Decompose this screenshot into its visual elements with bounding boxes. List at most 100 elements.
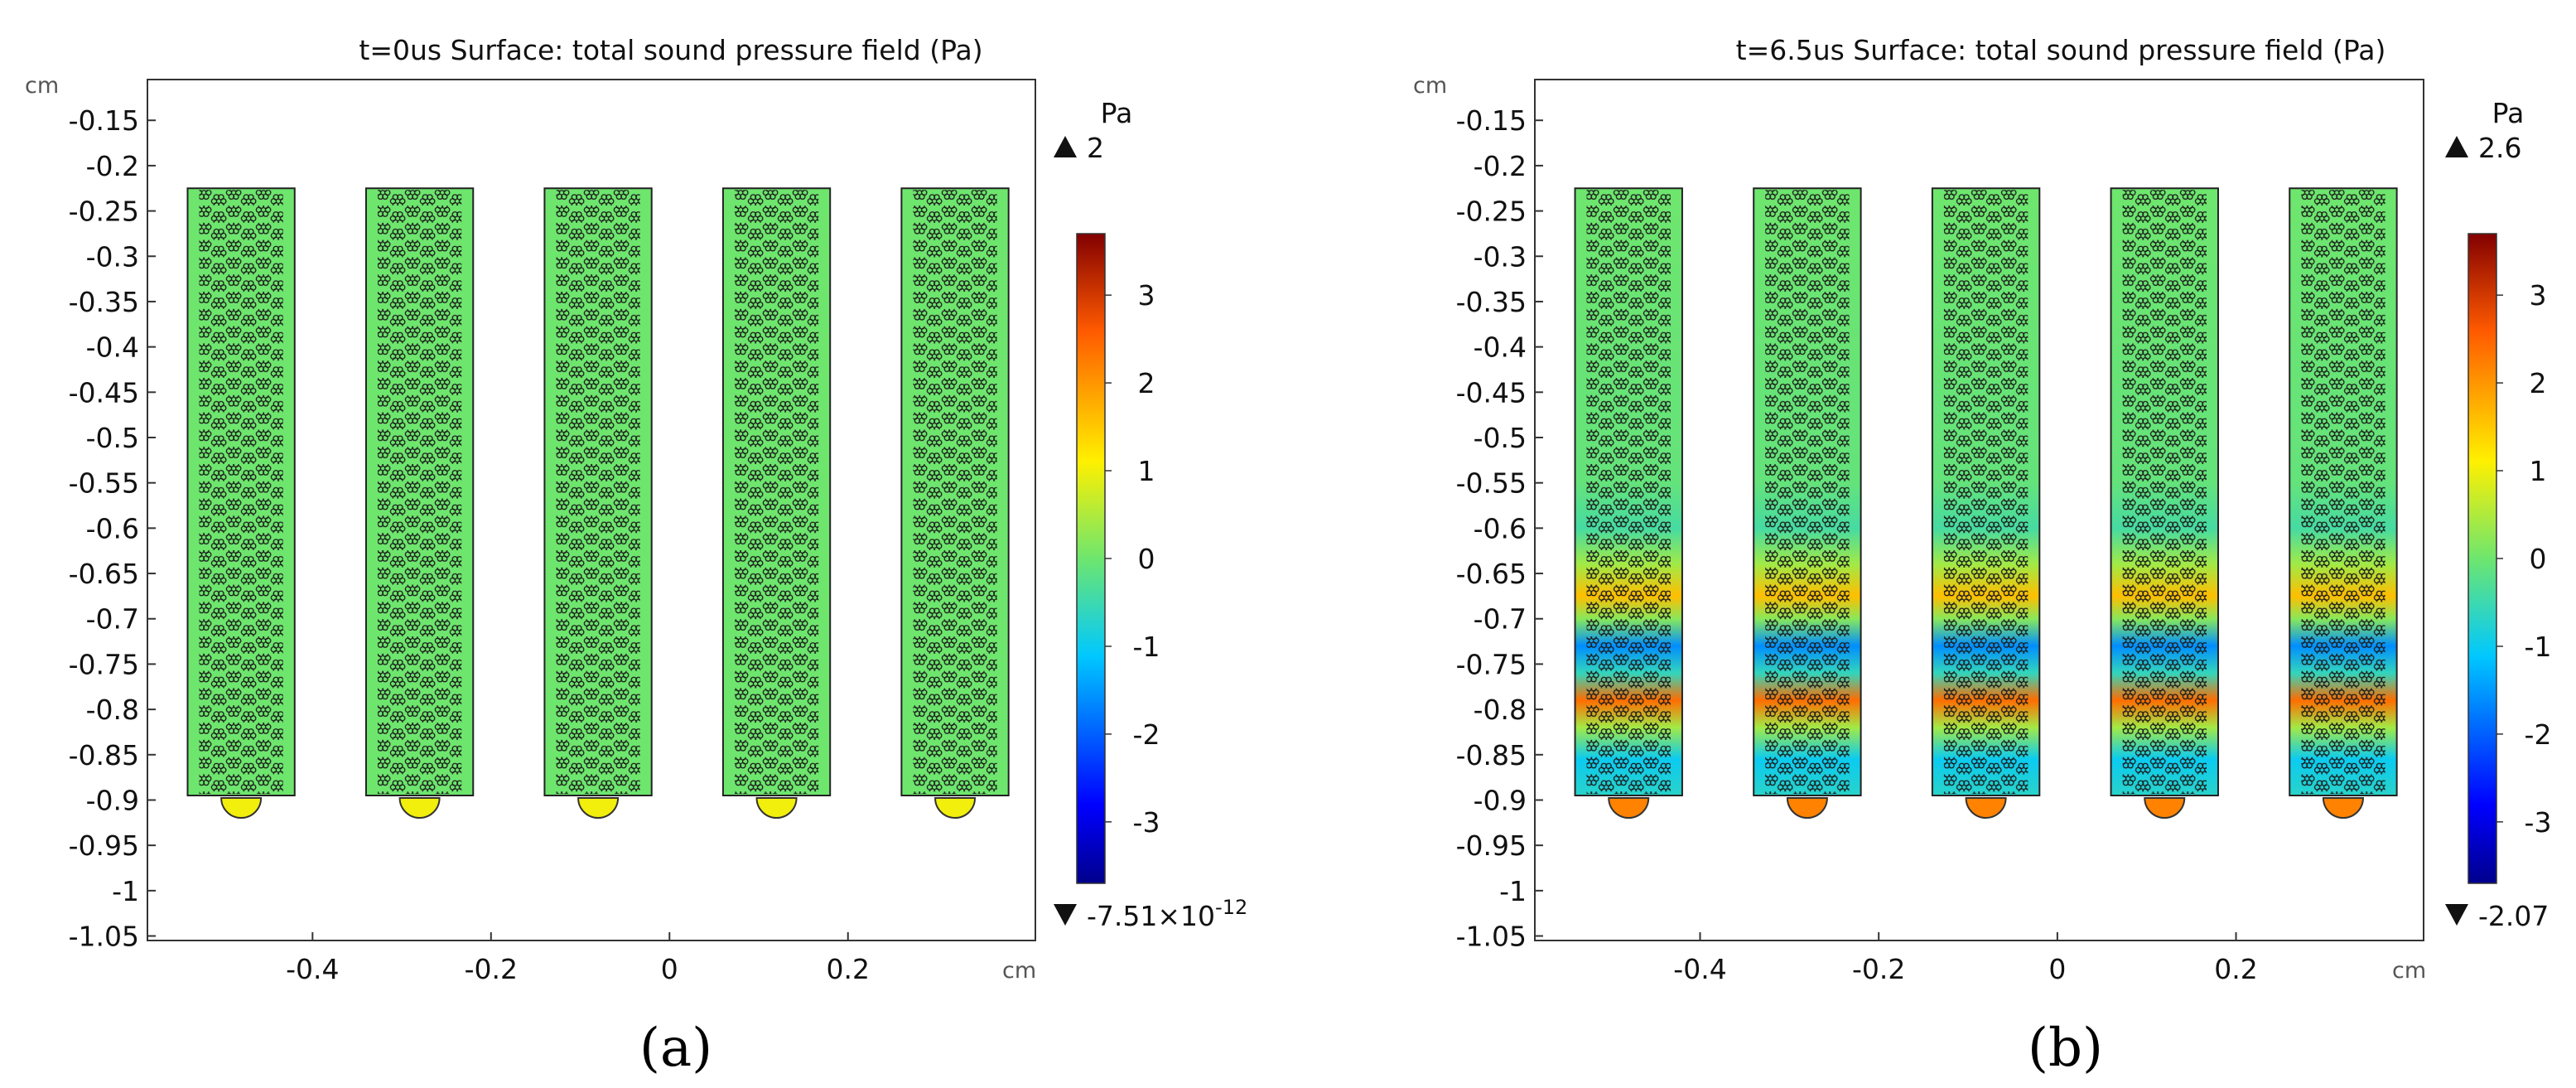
colorbar-max-label: 2.6 bbox=[2478, 132, 2521, 164]
strip-lattice-3 bbox=[556, 190, 640, 795]
strip-lattice-4 bbox=[734, 190, 819, 795]
strip-border-3 bbox=[1931, 187, 2041, 797]
colorbar-tick-label: 3 bbox=[2530, 279, 2547, 312]
strip-lattice-2 bbox=[377, 190, 462, 795]
panel-b: t=6.5us Surface: total sound pressure fi… bbox=[1413, 34, 2551, 985]
strip-border-1 bbox=[1574, 187, 1683, 797]
y-tick-label: -0.8 bbox=[86, 694, 139, 726]
transducer-4 bbox=[2144, 797, 2186, 819]
y-tick-label: -0.2 bbox=[1474, 150, 1527, 182]
colorbar-tick-label: 0 bbox=[1138, 543, 1155, 575]
y-tick-label: -1.05 bbox=[1456, 921, 1527, 953]
transducer-5 bbox=[2322, 797, 2364, 819]
colorbar-min-triangle bbox=[2445, 904, 2468, 926]
transducer-1 bbox=[1608, 797, 1650, 819]
x-tick-label: 0.2 bbox=[827, 953, 870, 985]
transducer-5 bbox=[934, 797, 977, 819]
y-tick-label: -0.3 bbox=[86, 240, 139, 273]
y-tick-label: -0.65 bbox=[69, 558, 139, 590]
y-tick-label: -0.55 bbox=[69, 467, 139, 500]
strip-border-4 bbox=[721, 187, 832, 797]
y-tick-label: -0.2 bbox=[86, 150, 139, 182]
colorbar-min-label: -7.51×10-12 bbox=[1087, 896, 1247, 932]
colorbar-tick-label: 3 bbox=[1138, 279, 1155, 312]
x-axis-unit: cm bbox=[2392, 958, 2426, 984]
x-tick-label: -0.4 bbox=[1673, 953, 1726, 985]
y-tick-label: -0.9 bbox=[86, 784, 139, 816]
y-tick-label: -0.15 bbox=[69, 104, 139, 137]
y-tick-label: -0.85 bbox=[69, 739, 139, 771]
y-tick-label: -0.6 bbox=[1474, 512, 1527, 544]
colorbar-min-triangle bbox=[1054, 904, 1077, 926]
strip-lattice-2 bbox=[1765, 190, 1850, 795]
y-tick-label: -0.35 bbox=[69, 286, 139, 318]
y-tick-label: -0.15 bbox=[1456, 104, 1527, 137]
strip-border-5 bbox=[900, 187, 1010, 797]
x-tick-label: -0.2 bbox=[1852, 953, 1905, 985]
y-tick-label: -0.4 bbox=[1474, 331, 1527, 364]
colorbar-tick-label: 0 bbox=[2530, 543, 2547, 575]
colorbar-tick-label: -3 bbox=[2525, 806, 2552, 839]
y-axis-unit: cm bbox=[25, 73, 59, 99]
x-tick-label: 0 bbox=[2048, 953, 2066, 985]
colorbar-tick-label: 1 bbox=[2530, 455, 2547, 487]
x-tick-label: -0.4 bbox=[286, 953, 339, 985]
y-tick-label: -0.25 bbox=[69, 196, 139, 228]
panel-label-b: (b) bbox=[2028, 1018, 2103, 1079]
x-tick-label: 0.2 bbox=[2214, 953, 2257, 985]
y-tick-label: -1.05 bbox=[69, 921, 139, 953]
y-tick-label: -0.75 bbox=[69, 648, 139, 680]
colorbar-min-label: -2.07 bbox=[2478, 900, 2549, 932]
transducer-2 bbox=[398, 797, 441, 819]
colorbar-max-label: 2 bbox=[1087, 132, 1104, 164]
strip-border-4 bbox=[2110, 187, 2219, 797]
strip-border-5 bbox=[2289, 187, 2398, 797]
colorbar-max-triangle bbox=[2445, 136, 2468, 157]
y-tick-label: -0.8 bbox=[1474, 694, 1527, 726]
colorbar bbox=[1076, 233, 1106, 884]
strip-lattice-1 bbox=[199, 190, 283, 795]
y-tick-label: -0.5 bbox=[86, 422, 139, 454]
y-tick-label: -0.35 bbox=[1456, 286, 1527, 318]
colorbar-tick-label: -2 bbox=[1133, 718, 1160, 751]
transducer-4 bbox=[755, 797, 798, 819]
colorbar-unit: Pa bbox=[1101, 97, 1133, 129]
y-tick-label: -0.65 bbox=[1456, 558, 1527, 590]
panel-label-a: (a) bbox=[639, 1018, 713, 1079]
y-tick-label: -0.85 bbox=[1456, 739, 1527, 771]
transducer-1 bbox=[220, 797, 263, 819]
strip-lattice-4 bbox=[2122, 190, 2207, 795]
colorbar-tick-label: 2 bbox=[2530, 367, 2547, 399]
x-tick-label: -0.2 bbox=[465, 953, 518, 985]
colorbar-tick-label: 2 bbox=[1138, 367, 1155, 399]
y-tick-label: -0.5 bbox=[1474, 422, 1527, 454]
y-tick-label: -0.95 bbox=[69, 829, 139, 862]
colorbar-tick-label: -3 bbox=[1133, 806, 1160, 839]
colorbar bbox=[2467, 233, 2497, 884]
strip-lattice-1 bbox=[1586, 190, 1671, 795]
y-tick-label: -1 bbox=[112, 875, 139, 907]
strip-border-2 bbox=[364, 187, 475, 797]
colorbar-max-triangle bbox=[1054, 136, 1077, 157]
transducer-3 bbox=[1965, 797, 2007, 819]
x-tick-label: 0 bbox=[661, 953, 678, 985]
y-tick-label: -0.7 bbox=[86, 603, 139, 636]
y-tick-label: -0.95 bbox=[1456, 829, 1527, 862]
y-tick-label: -1 bbox=[1499, 875, 1527, 907]
y-tick-label: -0.7 bbox=[1474, 603, 1527, 636]
y-tick-label: -0.45 bbox=[1456, 376, 1527, 409]
y-tick-label: -0.55 bbox=[1456, 467, 1527, 500]
y-tick-label: -0.6 bbox=[86, 512, 139, 544]
transducer-2 bbox=[1786, 797, 1828, 819]
y-tick-label: -0.25 bbox=[1456, 196, 1527, 228]
strip-lattice-3 bbox=[1943, 190, 2028, 795]
transducer-3 bbox=[577, 797, 620, 819]
strip-border-1 bbox=[186, 187, 296, 797]
strip-border-2 bbox=[1753, 187, 1862, 797]
y-tick-label: -0.75 bbox=[1456, 648, 1527, 680]
strip-border-3 bbox=[543, 187, 653, 797]
strip-lattice-5 bbox=[913, 190, 997, 795]
strip-lattice-5 bbox=[2301, 190, 2385, 795]
colorbar-tick-label: 1 bbox=[1138, 455, 1155, 487]
y-axis-unit: cm bbox=[1413, 73, 1447, 99]
